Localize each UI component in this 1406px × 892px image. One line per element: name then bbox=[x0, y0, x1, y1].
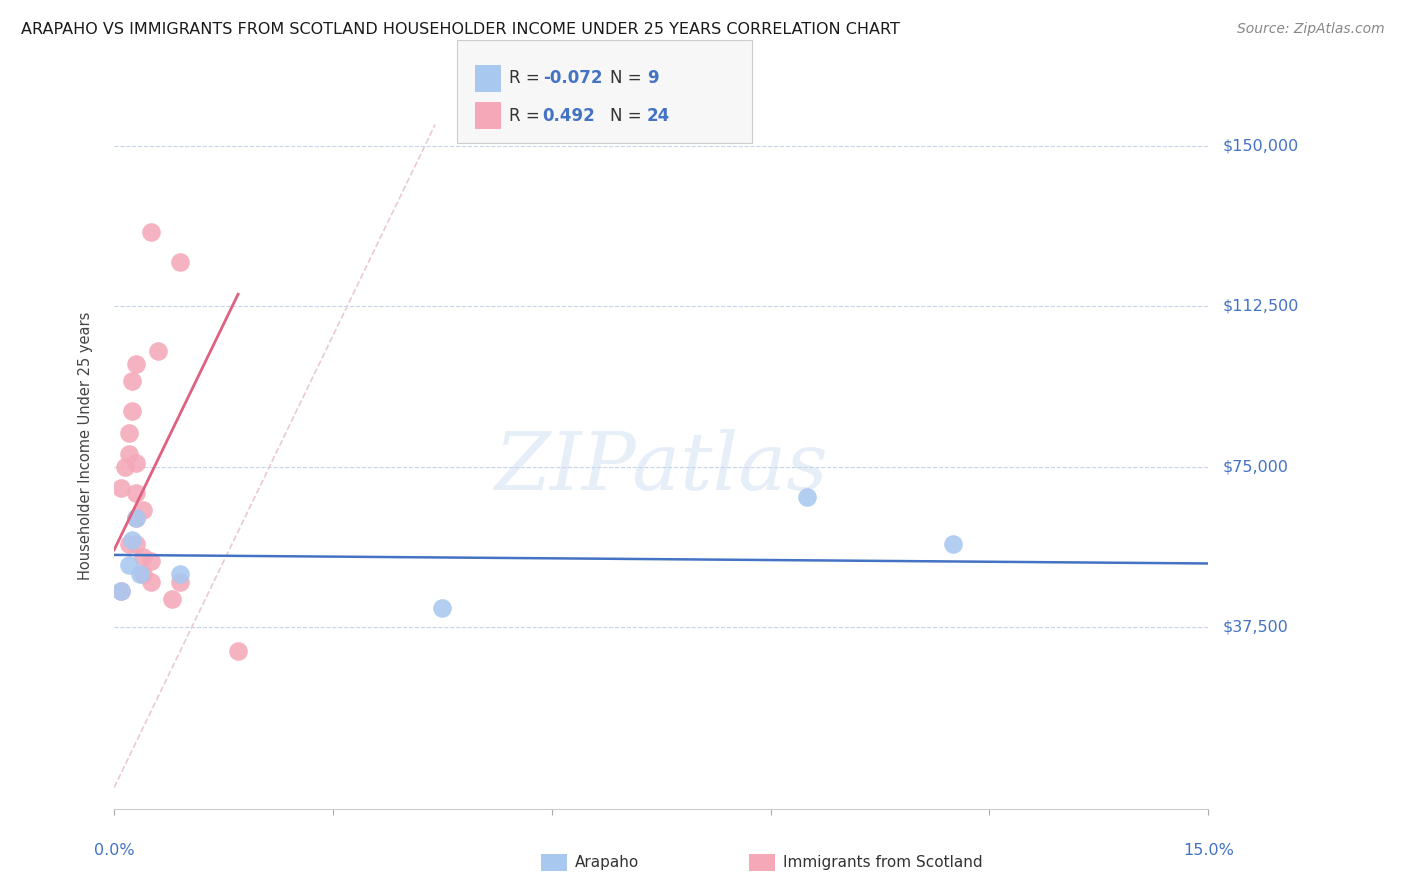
Y-axis label: Householder Income Under 25 years: Householder Income Under 25 years bbox=[79, 311, 93, 580]
Point bbox=[169, 254, 191, 268]
Point bbox=[125, 485, 148, 500]
Point bbox=[118, 537, 141, 551]
Text: Immigrants from Scotland: Immigrants from Scotland bbox=[783, 855, 983, 870]
Point bbox=[125, 511, 148, 525]
Text: ARAPAHO VS IMMIGRANTS FROM SCOTLAND HOUSEHOLDER INCOME UNDER 25 YEARS CORRELATIO: ARAPAHO VS IMMIGRANTS FROM SCOTLAND HOUS… bbox=[21, 22, 900, 37]
Point bbox=[432, 601, 454, 615]
Point bbox=[110, 583, 132, 598]
Text: Arapaho: Arapaho bbox=[575, 855, 640, 870]
Point bbox=[132, 502, 155, 516]
Text: R =: R = bbox=[509, 107, 546, 125]
Point bbox=[132, 549, 155, 564]
Point bbox=[128, 566, 150, 581]
Text: N =: N = bbox=[610, 107, 647, 125]
Point bbox=[125, 456, 148, 470]
Point bbox=[118, 558, 141, 573]
Text: 9: 9 bbox=[647, 70, 658, 87]
Point bbox=[118, 447, 141, 461]
Text: Source: ZipAtlas.com: Source: ZipAtlas.com bbox=[1237, 22, 1385, 37]
Point bbox=[796, 490, 818, 504]
Point bbox=[118, 425, 141, 440]
Point bbox=[139, 554, 162, 568]
Text: $37,500: $37,500 bbox=[1223, 620, 1289, 635]
Point bbox=[121, 374, 143, 388]
Point bbox=[169, 566, 191, 581]
Text: R =: R = bbox=[509, 70, 546, 87]
Point bbox=[121, 533, 143, 547]
Point bbox=[110, 481, 132, 495]
Point bbox=[132, 566, 155, 581]
Text: $75,000: $75,000 bbox=[1223, 459, 1289, 475]
Text: 0.0%: 0.0% bbox=[94, 843, 135, 858]
Point bbox=[125, 511, 148, 525]
Point bbox=[226, 644, 249, 658]
Text: $112,500: $112,500 bbox=[1223, 299, 1299, 314]
Point bbox=[146, 344, 169, 359]
Point bbox=[139, 575, 162, 590]
Text: -0.072: -0.072 bbox=[543, 70, 602, 87]
Point bbox=[162, 592, 184, 607]
Text: N =: N = bbox=[610, 70, 647, 87]
Point bbox=[942, 537, 965, 551]
Text: 24: 24 bbox=[647, 107, 671, 125]
Point bbox=[121, 404, 143, 418]
Point bbox=[125, 537, 148, 551]
Point bbox=[110, 583, 132, 598]
Text: $150,000: $150,000 bbox=[1223, 138, 1299, 153]
Point bbox=[125, 357, 148, 371]
Point bbox=[169, 575, 191, 590]
Text: 15.0%: 15.0% bbox=[1182, 843, 1233, 858]
Point bbox=[114, 459, 136, 474]
Point bbox=[139, 225, 162, 239]
Text: ZIPatlas: ZIPatlas bbox=[495, 428, 828, 506]
Text: 0.492: 0.492 bbox=[543, 107, 596, 125]
